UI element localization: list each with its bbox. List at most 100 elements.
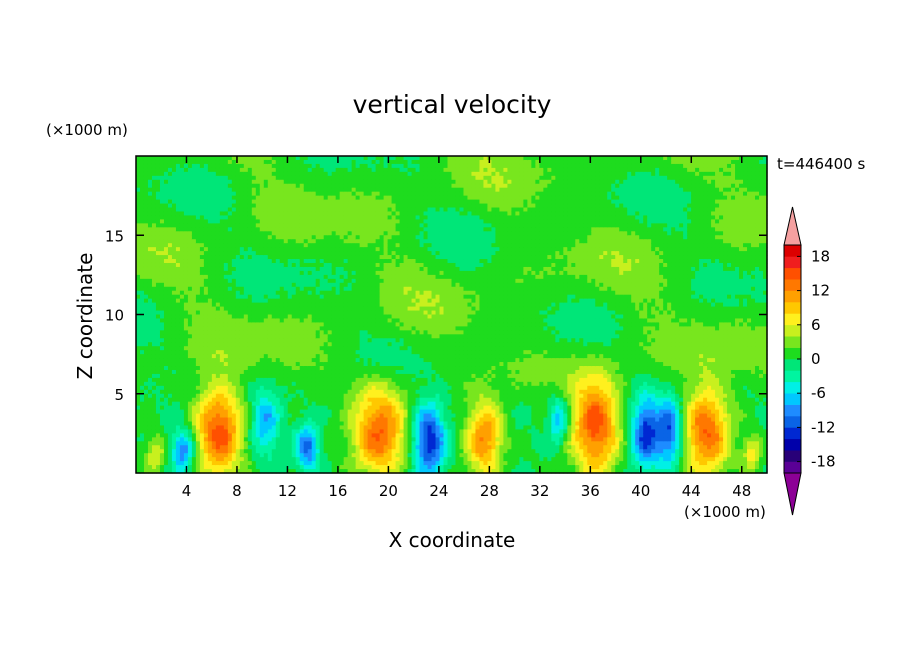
field-cell xyxy=(239,330,245,335)
field-cell xyxy=(155,156,161,161)
field-cell xyxy=(199,286,205,292)
field-cell xyxy=(211,302,217,308)
field-cell xyxy=(151,350,157,355)
field-cell xyxy=(171,274,177,280)
field-cell xyxy=(371,397,377,403)
field-cell xyxy=(263,469,269,474)
field-cell xyxy=(363,187,369,193)
field-cell xyxy=(203,389,209,395)
field-cell xyxy=(323,314,329,320)
field-cell xyxy=(227,469,233,474)
field-cell xyxy=(331,262,337,268)
field-cell xyxy=(287,346,293,351)
field-cell xyxy=(295,350,301,355)
field-cell xyxy=(223,362,229,367)
field-cell xyxy=(283,401,289,407)
field-cell xyxy=(359,156,365,161)
field-cell xyxy=(311,211,317,217)
field-cell xyxy=(315,381,321,387)
field-cell xyxy=(159,203,165,209)
field-cell xyxy=(195,239,201,244)
field-cell xyxy=(219,369,225,375)
field-cell xyxy=(167,405,173,411)
field-cell xyxy=(315,187,321,193)
field-cell xyxy=(211,278,217,284)
field-cell xyxy=(136,251,141,256)
time-label: t=446400 s xyxy=(777,155,865,173)
field-cell xyxy=(279,417,285,423)
field-cell xyxy=(251,369,257,375)
field-cell xyxy=(199,461,205,466)
field-cell xyxy=(167,350,173,355)
field-cell xyxy=(247,389,253,395)
field-cell xyxy=(199,270,205,276)
field-cell xyxy=(355,338,361,343)
field-cell xyxy=(147,159,153,165)
field-cell xyxy=(215,389,221,395)
field-cell xyxy=(275,354,281,359)
field-cell xyxy=(139,346,145,351)
field-cell xyxy=(383,239,389,244)
field-cell xyxy=(136,461,141,466)
field-cell xyxy=(379,191,385,197)
field-cell xyxy=(343,322,349,327)
field-cell xyxy=(315,247,321,252)
field-cell xyxy=(203,259,209,264)
field-cell xyxy=(339,282,345,288)
field-cell xyxy=(291,429,297,434)
field-cell xyxy=(147,457,153,462)
field-cell xyxy=(275,191,281,197)
field-cell xyxy=(359,405,365,411)
field-cell xyxy=(175,366,181,371)
field-cell xyxy=(155,247,161,252)
field-cell xyxy=(251,219,257,224)
field-cell xyxy=(275,397,281,403)
field-cell xyxy=(295,437,301,442)
field-cell xyxy=(379,457,385,462)
field-cell xyxy=(343,266,349,272)
field-cell xyxy=(227,294,233,300)
field-cell xyxy=(219,187,225,193)
field-cell xyxy=(371,417,377,423)
field-cell xyxy=(259,369,265,375)
field-cell xyxy=(363,159,369,165)
field-cell xyxy=(287,227,293,232)
field-cell xyxy=(183,401,189,407)
field-cell xyxy=(303,179,309,185)
field-cell xyxy=(343,385,349,391)
field-cell xyxy=(231,191,237,197)
field-cell xyxy=(363,207,369,213)
field-cell xyxy=(259,187,265,193)
field-cell xyxy=(335,290,341,296)
field-cell xyxy=(371,243,377,248)
field-cell xyxy=(227,282,233,288)
field-cell xyxy=(247,227,253,232)
field-cell xyxy=(327,354,333,359)
field-cell xyxy=(347,445,353,450)
field-cell xyxy=(375,282,381,288)
field-cell xyxy=(299,437,305,442)
field-cell xyxy=(227,461,233,466)
field-cell xyxy=(383,159,389,165)
field-cell xyxy=(239,385,245,391)
field-cell xyxy=(371,239,377,244)
field-cell xyxy=(339,342,345,347)
field-cell xyxy=(259,461,265,466)
field-cell xyxy=(307,266,313,272)
field-cell xyxy=(143,413,149,419)
field-cell xyxy=(295,354,301,359)
field-cell xyxy=(347,171,353,177)
field-cell xyxy=(287,457,293,462)
field-cell xyxy=(287,282,293,288)
field-cell xyxy=(259,306,265,312)
field-cell xyxy=(363,445,369,450)
field-cell xyxy=(359,199,365,205)
field-cell xyxy=(287,409,293,415)
field-cell xyxy=(287,195,293,201)
field-cell xyxy=(323,255,329,260)
field-cell xyxy=(163,453,169,458)
field-cell xyxy=(311,429,317,434)
field-cell xyxy=(191,179,197,185)
field-cell xyxy=(303,350,309,355)
field-cell xyxy=(223,159,229,165)
